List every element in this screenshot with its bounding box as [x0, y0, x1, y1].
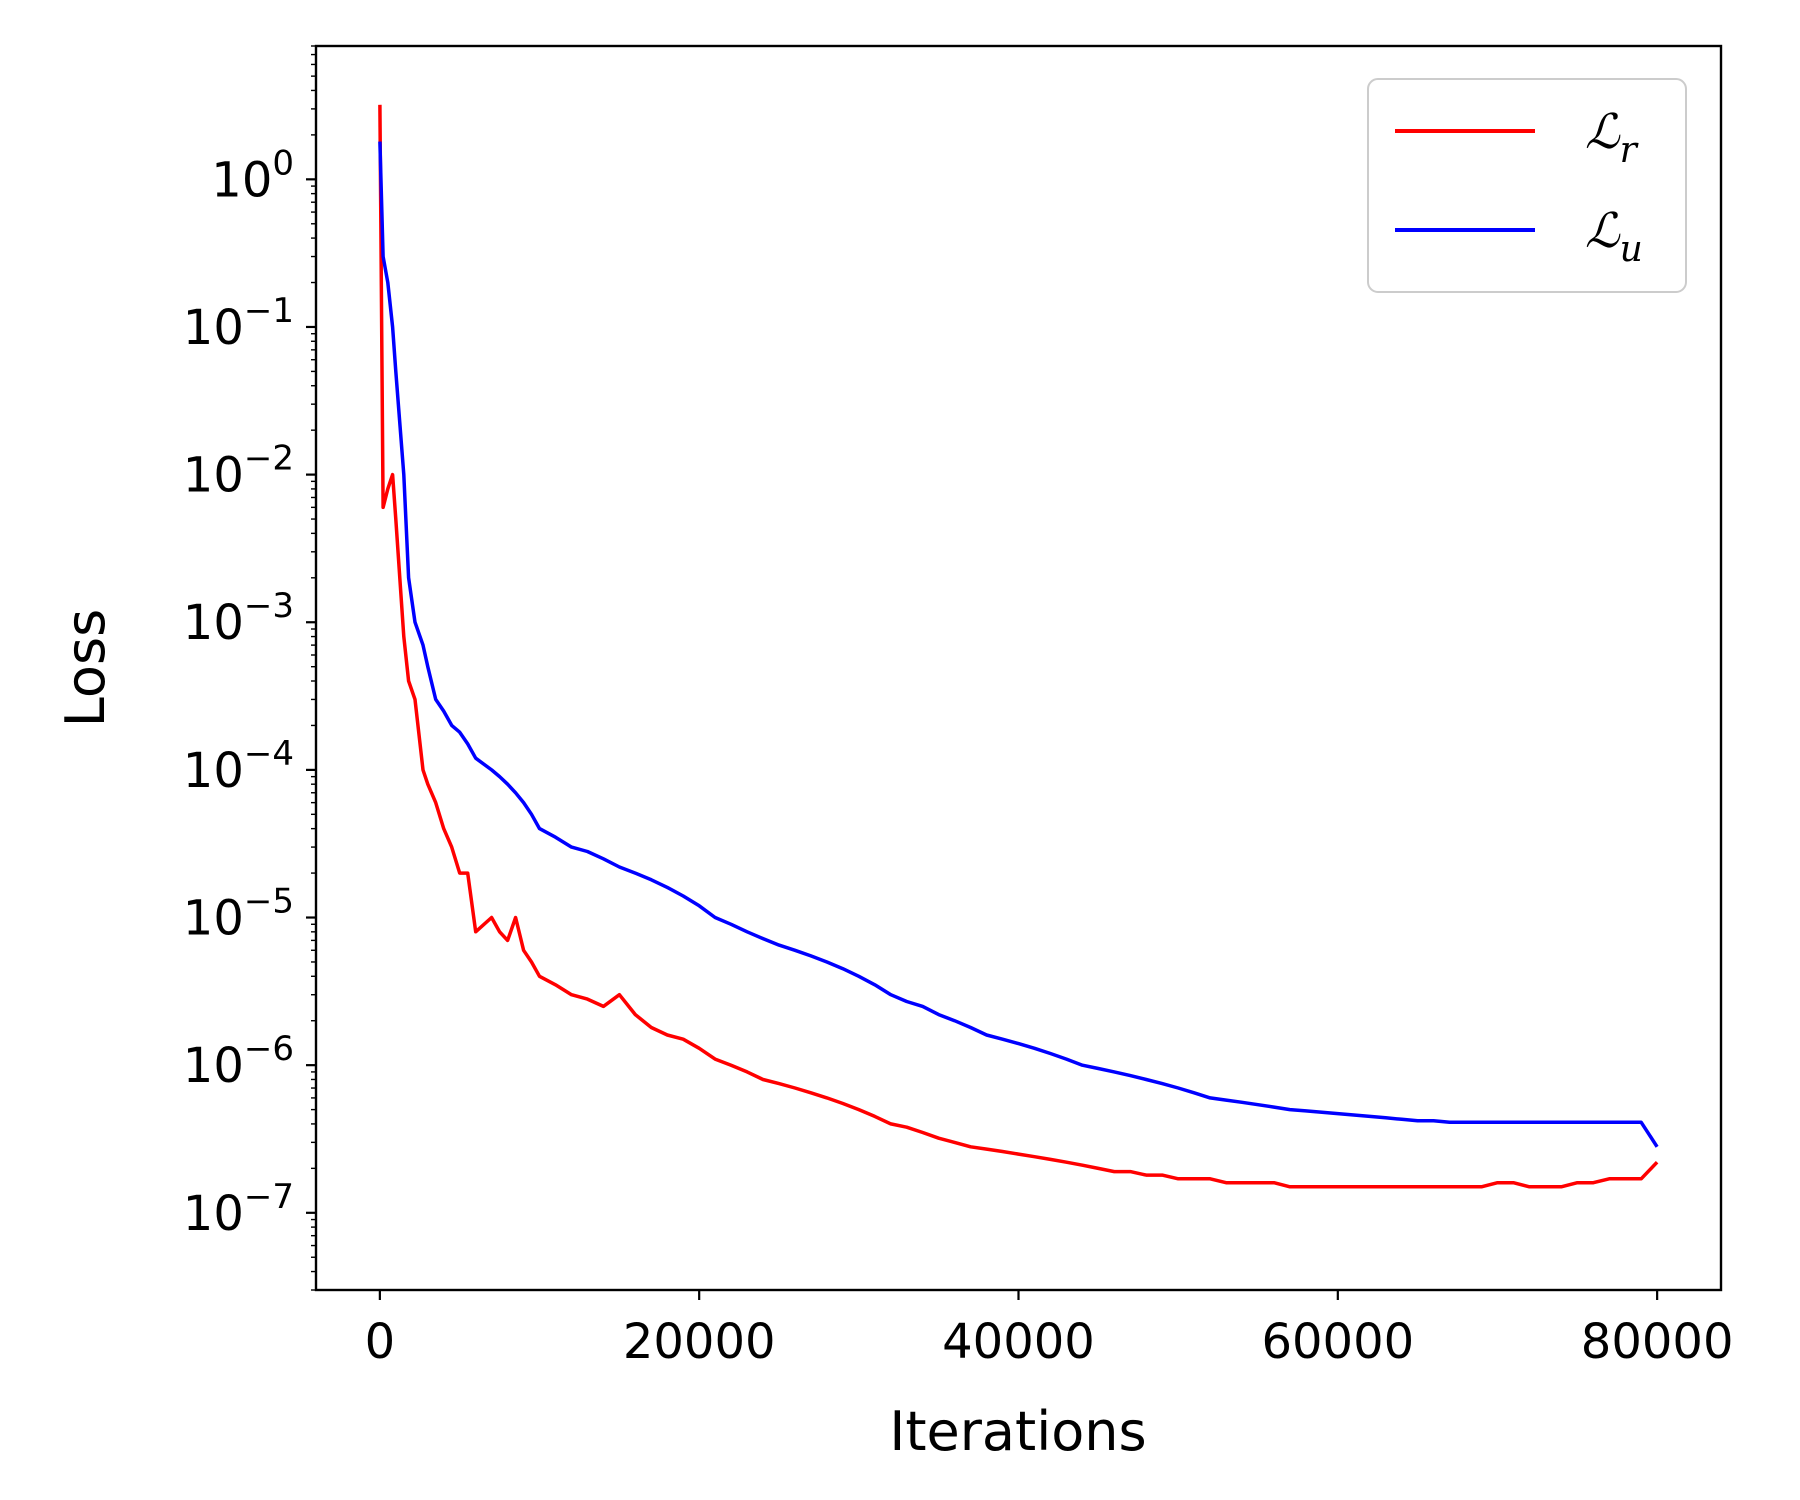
x-tick-label: 40000	[942, 1314, 1095, 1370]
y-tick-label: 10−1	[183, 291, 294, 356]
y-tick-label: 10−3	[183, 586, 294, 651]
legend: ℒr ℒu	[1367, 78, 1687, 293]
x-tick-label: 80000	[1581, 1314, 1734, 1370]
series-line-r	[378, 104, 1659, 1189]
legend-label-u-main: ℒ	[1585, 203, 1621, 259]
x-axis: 0 20000 40000 60000 80000	[365, 1290, 1734, 1370]
legend-label-r: ℒr	[1585, 104, 1639, 171]
y-axis-label: Loss	[54, 609, 117, 727]
y-tick-label: 10−4	[183, 734, 294, 799]
y-tick-label: 10−7	[183, 1177, 294, 1242]
y-tick-label: 10−6	[183, 1029, 294, 1094]
y-tick-label: 10−2	[183, 439, 294, 504]
y-tick-label: 10−5	[183, 882, 294, 947]
x-tick-label: 60000	[1261, 1314, 1414, 1370]
legend-label-r-main: ℒ	[1585, 104, 1621, 160]
y-axis: 10−7 10−6 10−5 10−4 10−3 10−2 10−1 100	[183, 45, 316, 1291]
series-line-u	[378, 141, 1659, 1148]
x-tick-label: 0	[365, 1314, 396, 1370]
series-layer	[378, 104, 1659, 1189]
legend-label-u: ℒu	[1585, 203, 1643, 270]
legend-label-r-sub: r	[1620, 130, 1639, 171]
legend-label-u-sub: u	[1620, 229, 1643, 270]
y-tick-label: 100	[211, 143, 294, 208]
x-axis-label: Iterations	[889, 1400, 1146, 1463]
x-tick-label: 20000	[623, 1314, 776, 1370]
